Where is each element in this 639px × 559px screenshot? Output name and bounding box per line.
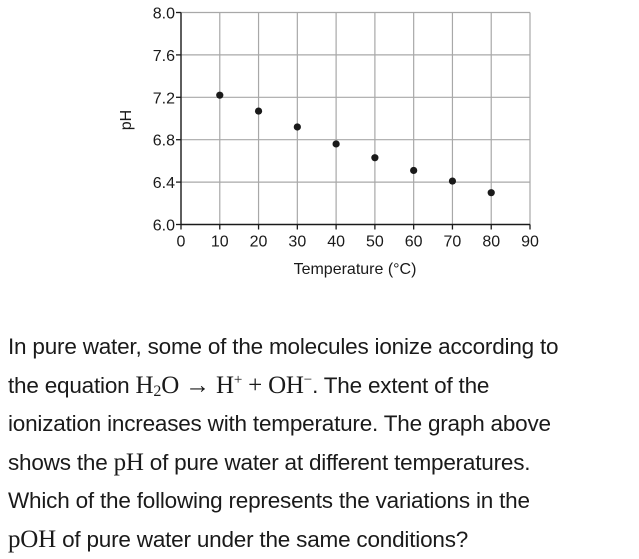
x-tick-label: 20 xyxy=(250,234,268,251)
x-tick-label: 10 xyxy=(211,234,229,251)
data-point xyxy=(255,107,262,114)
ph-temperature-chart: 6.0 6.4 6.8 7.2 7.6 8.0 0 10 20 30 40 50 60 70 80 90 p… xyxy=(0,0,639,300)
y-tick-label: 6.0 xyxy=(153,218,175,235)
data-point xyxy=(410,167,417,174)
data-point xyxy=(216,92,223,99)
x-tick-label: 30 xyxy=(288,234,306,251)
y-tick-label: 7.6 xyxy=(153,48,175,65)
x-axis-title: Temperature (°C) xyxy=(294,261,417,278)
x-tick-label: 90 xyxy=(521,234,539,251)
y-axis-title: pH xyxy=(118,110,135,130)
y-tick-label: 6.8 xyxy=(153,133,175,150)
x-tick-label: 60 xyxy=(405,234,423,251)
question-line-6: pOH of pure water under the same conditi… xyxy=(8,521,638,559)
question-line-4: shows the pH of pure water at different … xyxy=(8,444,638,483)
chart-axes xyxy=(181,13,530,225)
x-tick-label: 70 xyxy=(444,234,462,251)
x-tick-label: 40 xyxy=(327,234,345,251)
x-tick-label: 0 xyxy=(177,234,186,251)
y-tick-label: 7.2 xyxy=(153,90,175,107)
x-axis-ticks: 0 10 20 30 40 50 60 70 80 90 xyxy=(177,225,539,251)
data-point xyxy=(371,154,378,161)
question-line-5: Which of the following represents the va… xyxy=(8,482,638,521)
question-text: In pure water, some of the molecules ion… xyxy=(8,328,638,559)
data-point xyxy=(294,123,301,130)
question-line-3: ionization increases with temperature. T… xyxy=(8,405,638,444)
data-point xyxy=(333,140,340,147)
y-axis-ticks: 6.0 6.4 6.8 7.2 7.6 8.0 xyxy=(153,6,181,235)
ionization-equation: H2O → H+ + OH− xyxy=(136,372,313,399)
x-tick-label: 50 xyxy=(366,234,384,251)
question-line-2: the equation H2O → H+ + OH−. The extent … xyxy=(8,367,638,406)
y-tick-label: 8.0 xyxy=(153,6,175,23)
y-tick-label: 6.4 xyxy=(153,175,175,192)
data-point xyxy=(488,189,495,196)
question-line-1: In pure water, some of the molecules ion… xyxy=(8,328,638,367)
chart-grid xyxy=(181,13,530,225)
data-point xyxy=(449,177,456,184)
x-tick-label: 80 xyxy=(482,234,500,251)
